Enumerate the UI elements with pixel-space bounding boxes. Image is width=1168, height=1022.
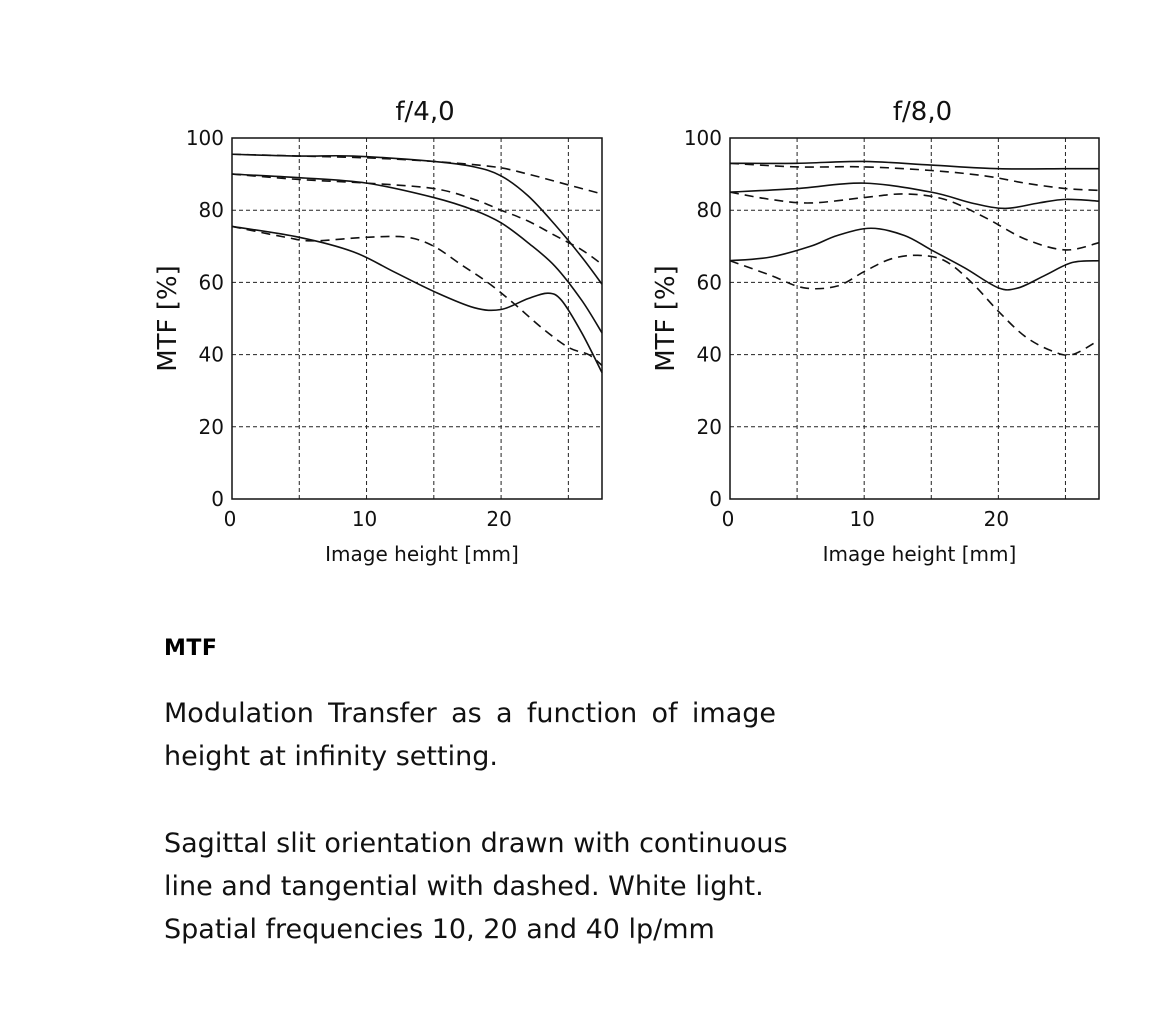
y-tick-label: 80 (199, 198, 224, 222)
x-tick-label: 20 (984, 507, 1009, 531)
mtf-curve-tangential (729, 254, 1100, 357)
x-tick-label: 0 (224, 507, 237, 531)
mtf-chart-1: f/4,0 0 20 40 60 80 100 0 10 20 Image height [mm] M… (153, 97, 603, 566)
y-axis-label: MTF [%] (153, 265, 183, 372)
mtf-curve-tangential (231, 173, 603, 265)
x-tick-label: 0 (722, 507, 735, 531)
mtf-curve-sagittal (231, 173, 603, 334)
y-tick-label: 40 (697, 343, 722, 367)
paragraph-line: height at infinity setting. (164, 741, 498, 772)
mtf-curve-tangential (729, 162, 1100, 192)
y-tick-label: 60 (697, 270, 722, 294)
plot-frame (231, 137, 603, 500)
paragraph-line: line and tangential with dashed. White l… (164, 871, 764, 902)
y-tick-label: 0 (211, 487, 224, 511)
mtf-curve-tangential (231, 225, 603, 367)
plot-frame (729, 137, 1100, 500)
x-axis-label: Image height [mm] (823, 542, 1017, 566)
mtf-curve-sagittal (729, 160, 1099, 170)
y-tick-label: 20 (199, 415, 224, 439)
y-tick-label: 60 (199, 270, 224, 294)
mtf-curve-sagittal (729, 227, 1100, 291)
y-tick-label: 0 (709, 487, 722, 511)
y-tick-label: 100 (684, 126, 722, 150)
paragraph-orientation-info: Sagittal slit orientation drawn with con… (164, 822, 788, 951)
mtf-chart-2: f/8,0 0 20 40 60 80 100 0 10 20 Image height [mm] M… (651, 97, 1100, 566)
paragraph-line: Sagittal slit orientation drawn with con… (164, 828, 788, 859)
mtf-curve-sagittal (231, 153, 603, 285)
paragraph-line: Spatial frequencies 10, 20 and 40 lp/mm (164, 914, 715, 945)
y-tick-label: 20 (697, 415, 722, 439)
x-tick-label: 10 (849, 507, 874, 531)
paragraph-modulation-transfer: Modulation Transfer as a function of ima… (164, 692, 776, 778)
mtf-curve-sagittal (729, 182, 1100, 210)
y-tick-label: 80 (697, 198, 722, 222)
x-tick-label: 10 (352, 507, 377, 531)
chart-title: f/8,0 (893, 97, 952, 127)
paragraph-line: Modulation Transfer as a function of ima… (164, 698, 776, 729)
y-tick-label: 100 (186, 126, 224, 150)
mtf-heading: MTF (164, 636, 218, 661)
x-tick-label: 20 (486, 507, 511, 531)
y-axis-label: MTF [%] (651, 265, 681, 372)
chart-title: f/4,0 (395, 97, 454, 127)
mtf-curve-tangential (231, 153, 603, 195)
x-axis-label: Image height [mm] (325, 542, 519, 566)
mtf-curve-sagittal (231, 225, 603, 374)
y-tick-label: 40 (199, 343, 224, 367)
mtf-curve-tangential (729, 191, 1100, 251)
